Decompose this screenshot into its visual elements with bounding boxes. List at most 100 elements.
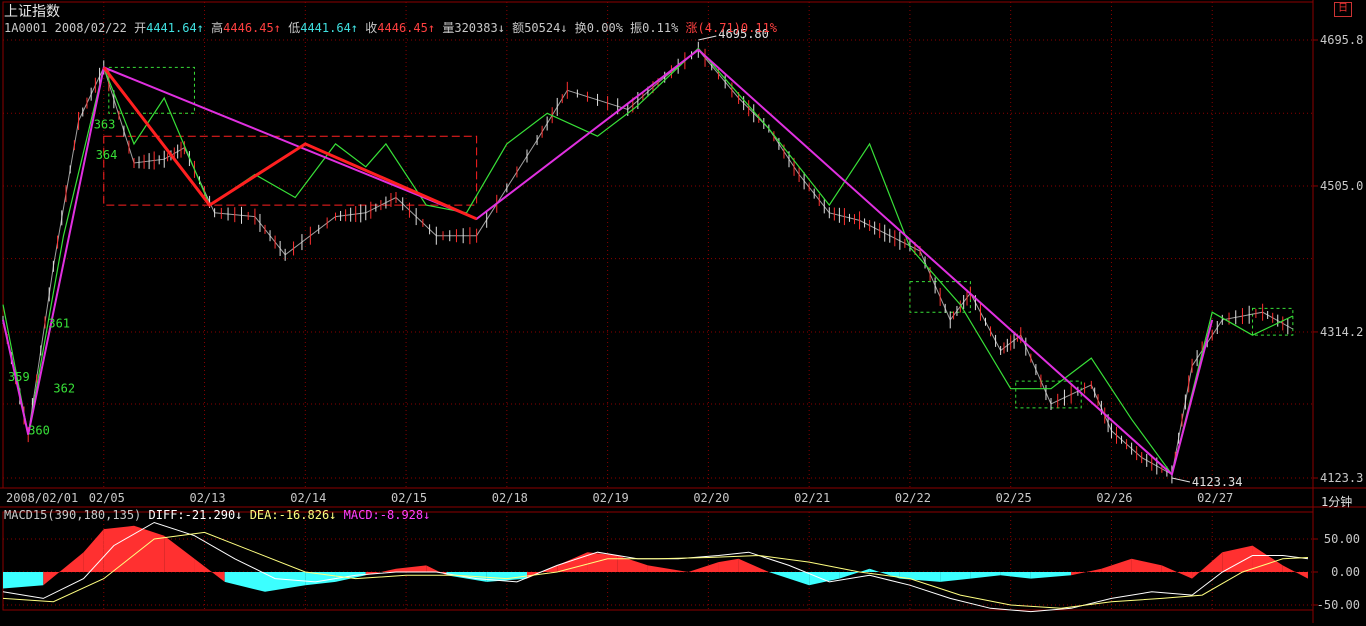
macd-hist-segment bbox=[224, 572, 265, 592]
quote-info-line: 1A0001 2008/02/22 开4441.64↑ 高4446.45↑ 低4… bbox=[4, 19, 777, 36]
amount-value: 50524 bbox=[524, 21, 561, 35]
macd-hist-segment bbox=[647, 565, 689, 572]
dea-value: -16.826 bbox=[278, 508, 330, 522]
date-tick-label: 02/14 bbox=[290, 491, 326, 505]
macd-hist-segment bbox=[557, 552, 588, 572]
arrow-up-icon: ↑ bbox=[196, 21, 204, 35]
macd-tick-label: 0.00 bbox=[1331, 565, 1360, 579]
macd-hist-segment bbox=[1192, 552, 1223, 579]
macd-value: -8.928 bbox=[379, 508, 424, 522]
macd-hist-segment bbox=[1071, 568, 1102, 576]
macd-hist-segment bbox=[899, 572, 941, 582]
macd-hist-segment bbox=[164, 535, 195, 572]
change-value: (4.71)0.11% bbox=[697, 21, 778, 35]
macd-hist-segment bbox=[134, 525, 165, 572]
macd-hist-segment bbox=[587, 552, 618, 572]
quote-code: 1A0001 bbox=[4, 21, 48, 35]
macd-legend: MACD15(390,180,135) DIFF:-21.290↓ DEA:-1… bbox=[4, 508, 430, 522]
arrow-down-icon: ↓ bbox=[560, 21, 568, 35]
volume-value: 320383 bbox=[454, 21, 498, 35]
macd-hist-segment bbox=[738, 558, 769, 572]
high-annotation: 4695.80 bbox=[718, 27, 769, 41]
macd-hist-segment bbox=[1101, 558, 1132, 572]
zigzag-green-line bbox=[2, 47, 1294, 476]
close-value: 4446.45 bbox=[377, 21, 428, 35]
main-panel-frame bbox=[2, 1, 1314, 489]
wave-label: 364 bbox=[96, 148, 118, 162]
wave-label: 362 bbox=[53, 382, 75, 396]
macd-label: MACD: bbox=[343, 508, 380, 522]
period-label[interactable]: 1分钟 bbox=[1321, 495, 1353, 509]
macd-hist-segment bbox=[265, 572, 306, 592]
arrow-down-icon: ↓ bbox=[329, 508, 337, 522]
volume-label: 量 bbox=[442, 21, 455, 35]
date-tick-label: 02/26 bbox=[1096, 491, 1132, 505]
wave-label: 360 bbox=[28, 424, 50, 438]
date-tick-label: 02/22 bbox=[895, 491, 931, 505]
high-value: 4446.45 bbox=[223, 21, 274, 35]
macd-hist-segment bbox=[103, 525, 134, 572]
turnover-label: 换 bbox=[574, 21, 587, 35]
open-value: 4441.64 bbox=[146, 21, 197, 35]
date-tick-label: 02/27 bbox=[1197, 491, 1233, 505]
date-tick-label: 2008/02/01 bbox=[6, 491, 78, 505]
diff-line bbox=[2, 521, 1309, 613]
macd-hist-segment bbox=[809, 572, 840, 586]
macd-hist-segment bbox=[43, 552, 84, 586]
price-tick-label: 4123.3 bbox=[1320, 471, 1363, 485]
change-label: 涨 bbox=[685, 21, 698, 35]
wave-label: 363 bbox=[94, 118, 116, 132]
arrow-up-icon: ↑ bbox=[427, 21, 436, 35]
macd-hist-segment bbox=[1000, 572, 1031, 579]
high-pointer bbox=[698, 35, 717, 41]
macd-panel-frame bbox=[2, 511, 1314, 611]
period-toggle-button[interactable]: 日 bbox=[1334, 2, 1352, 17]
macd-tick-label: -50.00 bbox=[1317, 598, 1360, 612]
wave-label: 359 bbox=[8, 370, 30, 384]
macd-hist-segment bbox=[194, 558, 225, 582]
zigzag-red-line bbox=[102, 66, 478, 221]
arrow-up-icon: ↑ bbox=[273, 21, 281, 35]
arrow-down-icon: ↓ bbox=[497, 21, 505, 35]
date-tick-label: 02/13 bbox=[189, 491, 225, 505]
diff-value: -21.290 bbox=[184, 508, 236, 522]
date-tick-label: 02/25 bbox=[996, 491, 1032, 505]
date-tick-label: 02/15 bbox=[391, 491, 427, 505]
close-label: 收 bbox=[365, 21, 378, 35]
dea-line bbox=[2, 531, 1309, 609]
macd-hist-segment bbox=[426, 565, 447, 576]
macd-hist-segment bbox=[768, 572, 810, 586]
macd-hist-segment bbox=[970, 572, 1001, 579]
macd-hist-segment bbox=[1252, 545, 1283, 572]
date-tick-label: 02/18 bbox=[492, 491, 528, 505]
macd-hist-segment bbox=[3, 572, 44, 589]
amplitude-value: 0.11% bbox=[642, 21, 679, 35]
high-label: 高 bbox=[211, 21, 224, 35]
quote-date: 2008/02/22 bbox=[54, 21, 127, 35]
macd-hist-segment bbox=[940, 572, 971, 582]
price-tick-label: 4314.2 bbox=[1320, 325, 1363, 339]
macd-hist-segment bbox=[718, 558, 739, 572]
date-tick-label: 02/20 bbox=[693, 491, 729, 505]
macd-hist-segment bbox=[83, 529, 104, 572]
macd-hist-segment bbox=[1131, 558, 1162, 572]
turnover-value: 0.00% bbox=[586, 21, 623, 35]
dea-label: DEA: bbox=[249, 508, 279, 522]
macd-hist-segment bbox=[617, 555, 648, 572]
macd-hist-segment bbox=[396, 565, 427, 572]
price-tick-label: 4505.0 bbox=[1320, 179, 1363, 193]
macd-hist-segment bbox=[869, 568, 900, 579]
macd-hist-segment bbox=[365, 568, 396, 576]
diff-label: DIFF: bbox=[148, 508, 185, 522]
macd-hist-segment bbox=[1161, 565, 1193, 579]
date-tick-label: 02/21 bbox=[794, 491, 830, 505]
low-pointer bbox=[1171, 477, 1191, 483]
macd-hist-segment bbox=[1222, 545, 1253, 572]
macd-hist-segment bbox=[486, 572, 527, 582]
date-tick-label: 02/19 bbox=[593, 491, 629, 505]
low-label: 低 bbox=[288, 21, 301, 35]
low-value: 4441.64 bbox=[300, 21, 351, 35]
wave-label: 361 bbox=[48, 317, 70, 331]
